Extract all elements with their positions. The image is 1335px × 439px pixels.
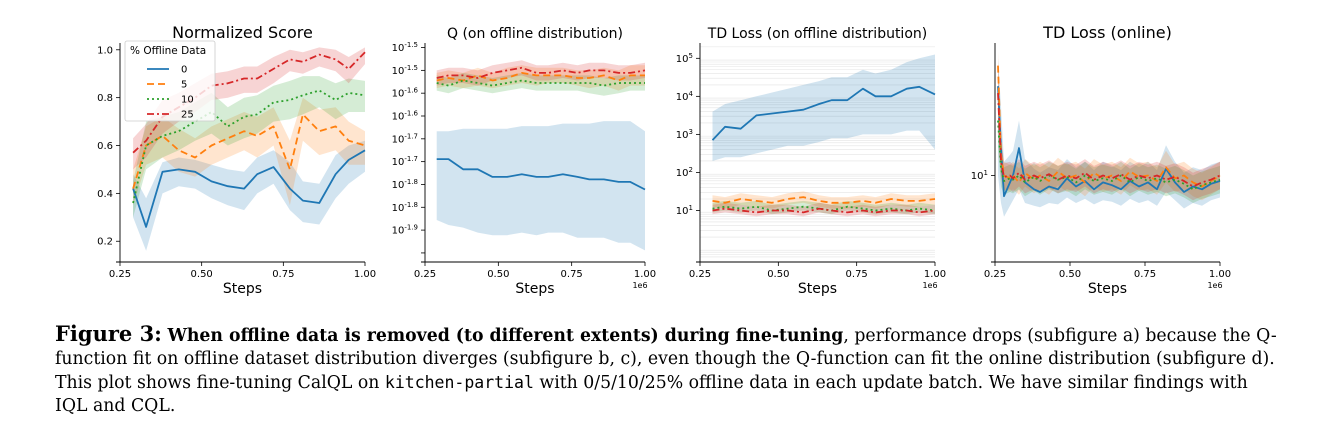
y-tick-label: 102 bbox=[676, 166, 693, 179]
y-tick-label: 10-1.5 bbox=[392, 41, 418, 54]
chart-panel-3: TD Loss (on offline distribution) 0.25 0.5… bbox=[676, 26, 946, 297]
x-tick-label: 1.00 bbox=[354, 269, 376, 280]
chart-panel-4: TD Loss (online) 0.25 0.50 0.75 1.00 101 Steps… bbox=[971, 23, 1231, 297]
band-series-0 bbox=[436, 121, 645, 251]
x-tick-label: 1.00 bbox=[1209, 269, 1231, 280]
y-tick-label: 10-1.7 bbox=[392, 155, 418, 168]
x-tick-label: 1.00 bbox=[924, 269, 946, 280]
line-series-10 bbox=[712, 205, 936, 212]
line-series-0 bbox=[997, 86, 1221, 198]
y-tick-label: 103 bbox=[676, 128, 693, 141]
band-series-0 bbox=[712, 54, 935, 161]
caption-figure-label: Figure 3: bbox=[55, 321, 162, 346]
x-tick-label: 1.00 bbox=[634, 269, 656, 280]
x-offset-label: 1e6 bbox=[922, 281, 937, 290]
legend-label-5: 5 bbox=[181, 80, 187, 91]
y-tick-label: 10-1.7 bbox=[392, 132, 418, 145]
x-tick-label: 0.50 bbox=[1059, 269, 1081, 280]
x-offset-label: 1e6 bbox=[1207, 281, 1222, 290]
x-offset-label: 1e6 bbox=[632, 281, 647, 290]
line-series-0 bbox=[436, 158, 646, 191]
band-series-5 bbox=[712, 191, 935, 209]
line-series-25 bbox=[997, 93, 1221, 188]
x-tick-label: 0.75 bbox=[272, 269, 294, 280]
legend-label-25: 25 bbox=[181, 110, 194, 121]
y-tick-label: 1.0 bbox=[97, 45, 113, 56]
line-series-5 bbox=[712, 196, 936, 204]
y-tick-label: 10-1.8 bbox=[392, 178, 418, 191]
caption-code: kitchen-partial bbox=[384, 373, 534, 392]
band-series-25 bbox=[998, 65, 1220, 201]
caption-text-1: , performance drops (subfigure a) becaus… bbox=[55, 326, 1277, 393]
line-series-5 bbox=[132, 113, 366, 189]
line-series-10 bbox=[132, 89, 366, 204]
legend-box bbox=[124, 40, 216, 122]
y-tick-label: 10-1.9 bbox=[392, 224, 418, 237]
x-tick-label: 0.25 bbox=[689, 269, 711, 280]
band-series-0 bbox=[133, 140, 365, 251]
chart-title: TD Loss (on offline distribution) bbox=[707, 26, 927, 42]
x-axis-label: Steps bbox=[1088, 281, 1127, 297]
y-tick-label: 10-1.6 bbox=[392, 87, 419, 100]
x-tick-label: 0.50 bbox=[487, 269, 509, 280]
legend: % Offline Data 0 5 10 25 bbox=[124, 40, 216, 122]
legend-label-10: 10 bbox=[181, 95, 194, 106]
x-tick-label: 0.50 bbox=[191, 269, 213, 280]
band-series-10 bbox=[436, 72, 645, 96]
x-axis-label: Steps bbox=[223, 281, 262, 297]
x-tick-label: 0.75 bbox=[1134, 269, 1156, 280]
y-tick-label: 10-1.5 bbox=[392, 64, 418, 77]
line-series-10 bbox=[997, 120, 1221, 191]
legend-label-0: 0 bbox=[181, 65, 187, 76]
y-tick-label: 0.4 bbox=[97, 189, 113, 200]
y-tick-label: 0.2 bbox=[97, 237, 113, 248]
chart-title: Normalized Score bbox=[172, 23, 313, 42]
caption-text-2: with 0/5/10/25% offline data in each upd… bbox=[55, 373, 1248, 416]
line-series-0 bbox=[711, 85, 936, 141]
x-tick-label: 0.25 bbox=[109, 269, 131, 280]
line-series-25 bbox=[436, 66, 646, 79]
x-axis-label: Steps bbox=[515, 281, 554, 297]
band-series-5 bbox=[133, 97, 365, 206]
x-tick-label: 0.75 bbox=[846, 269, 868, 280]
band-series-25 bbox=[712, 202, 935, 217]
y-tick-label: 0.8 bbox=[97, 93, 113, 104]
band-series-5 bbox=[998, 51, 1220, 201]
x-axis-label: Steps bbox=[798, 281, 837, 297]
caption-bold-text: When offline data is removed (to differe… bbox=[167, 326, 844, 346]
y-tick-label: 10-1.6 bbox=[392, 110, 419, 123]
x-tick-label: 0.75 bbox=[561, 269, 583, 280]
x-tick-label: 0.50 bbox=[767, 269, 789, 280]
x-tick-label: 0.25 bbox=[414, 269, 436, 280]
chart-title: Q (on offline distribution) bbox=[447, 26, 623, 42]
x-tick-label: 0.25 bbox=[984, 269, 1006, 280]
y-tick-label: 105 bbox=[676, 52, 693, 65]
y-tick-label: 0.6 bbox=[97, 141, 113, 152]
line-series-25 bbox=[712, 207, 936, 214]
chart-title: TD Loss (online) bbox=[1042, 23, 1172, 42]
line-series-10 bbox=[436, 79, 645, 87]
band-series-5 bbox=[436, 65, 645, 91]
chart-panel-2: Q (on offline distribution) 0.25 0.50 0.75 1… bbox=[392, 26, 657, 297]
y-tick-label: 101 bbox=[676, 204, 693, 217]
y-tick-label: 104 bbox=[676, 90, 694, 103]
line-series-5 bbox=[436, 72, 645, 82]
y-tick-label: 10-1.8 bbox=[392, 201, 418, 214]
y-tick-label: 101 bbox=[971, 169, 988, 182]
figure-caption: Figure 3: When offline data is removed (… bbox=[55, 322, 1285, 418]
line-series-0 bbox=[132, 149, 366, 228]
legend-title: % Offline Data bbox=[130, 45, 206, 57]
